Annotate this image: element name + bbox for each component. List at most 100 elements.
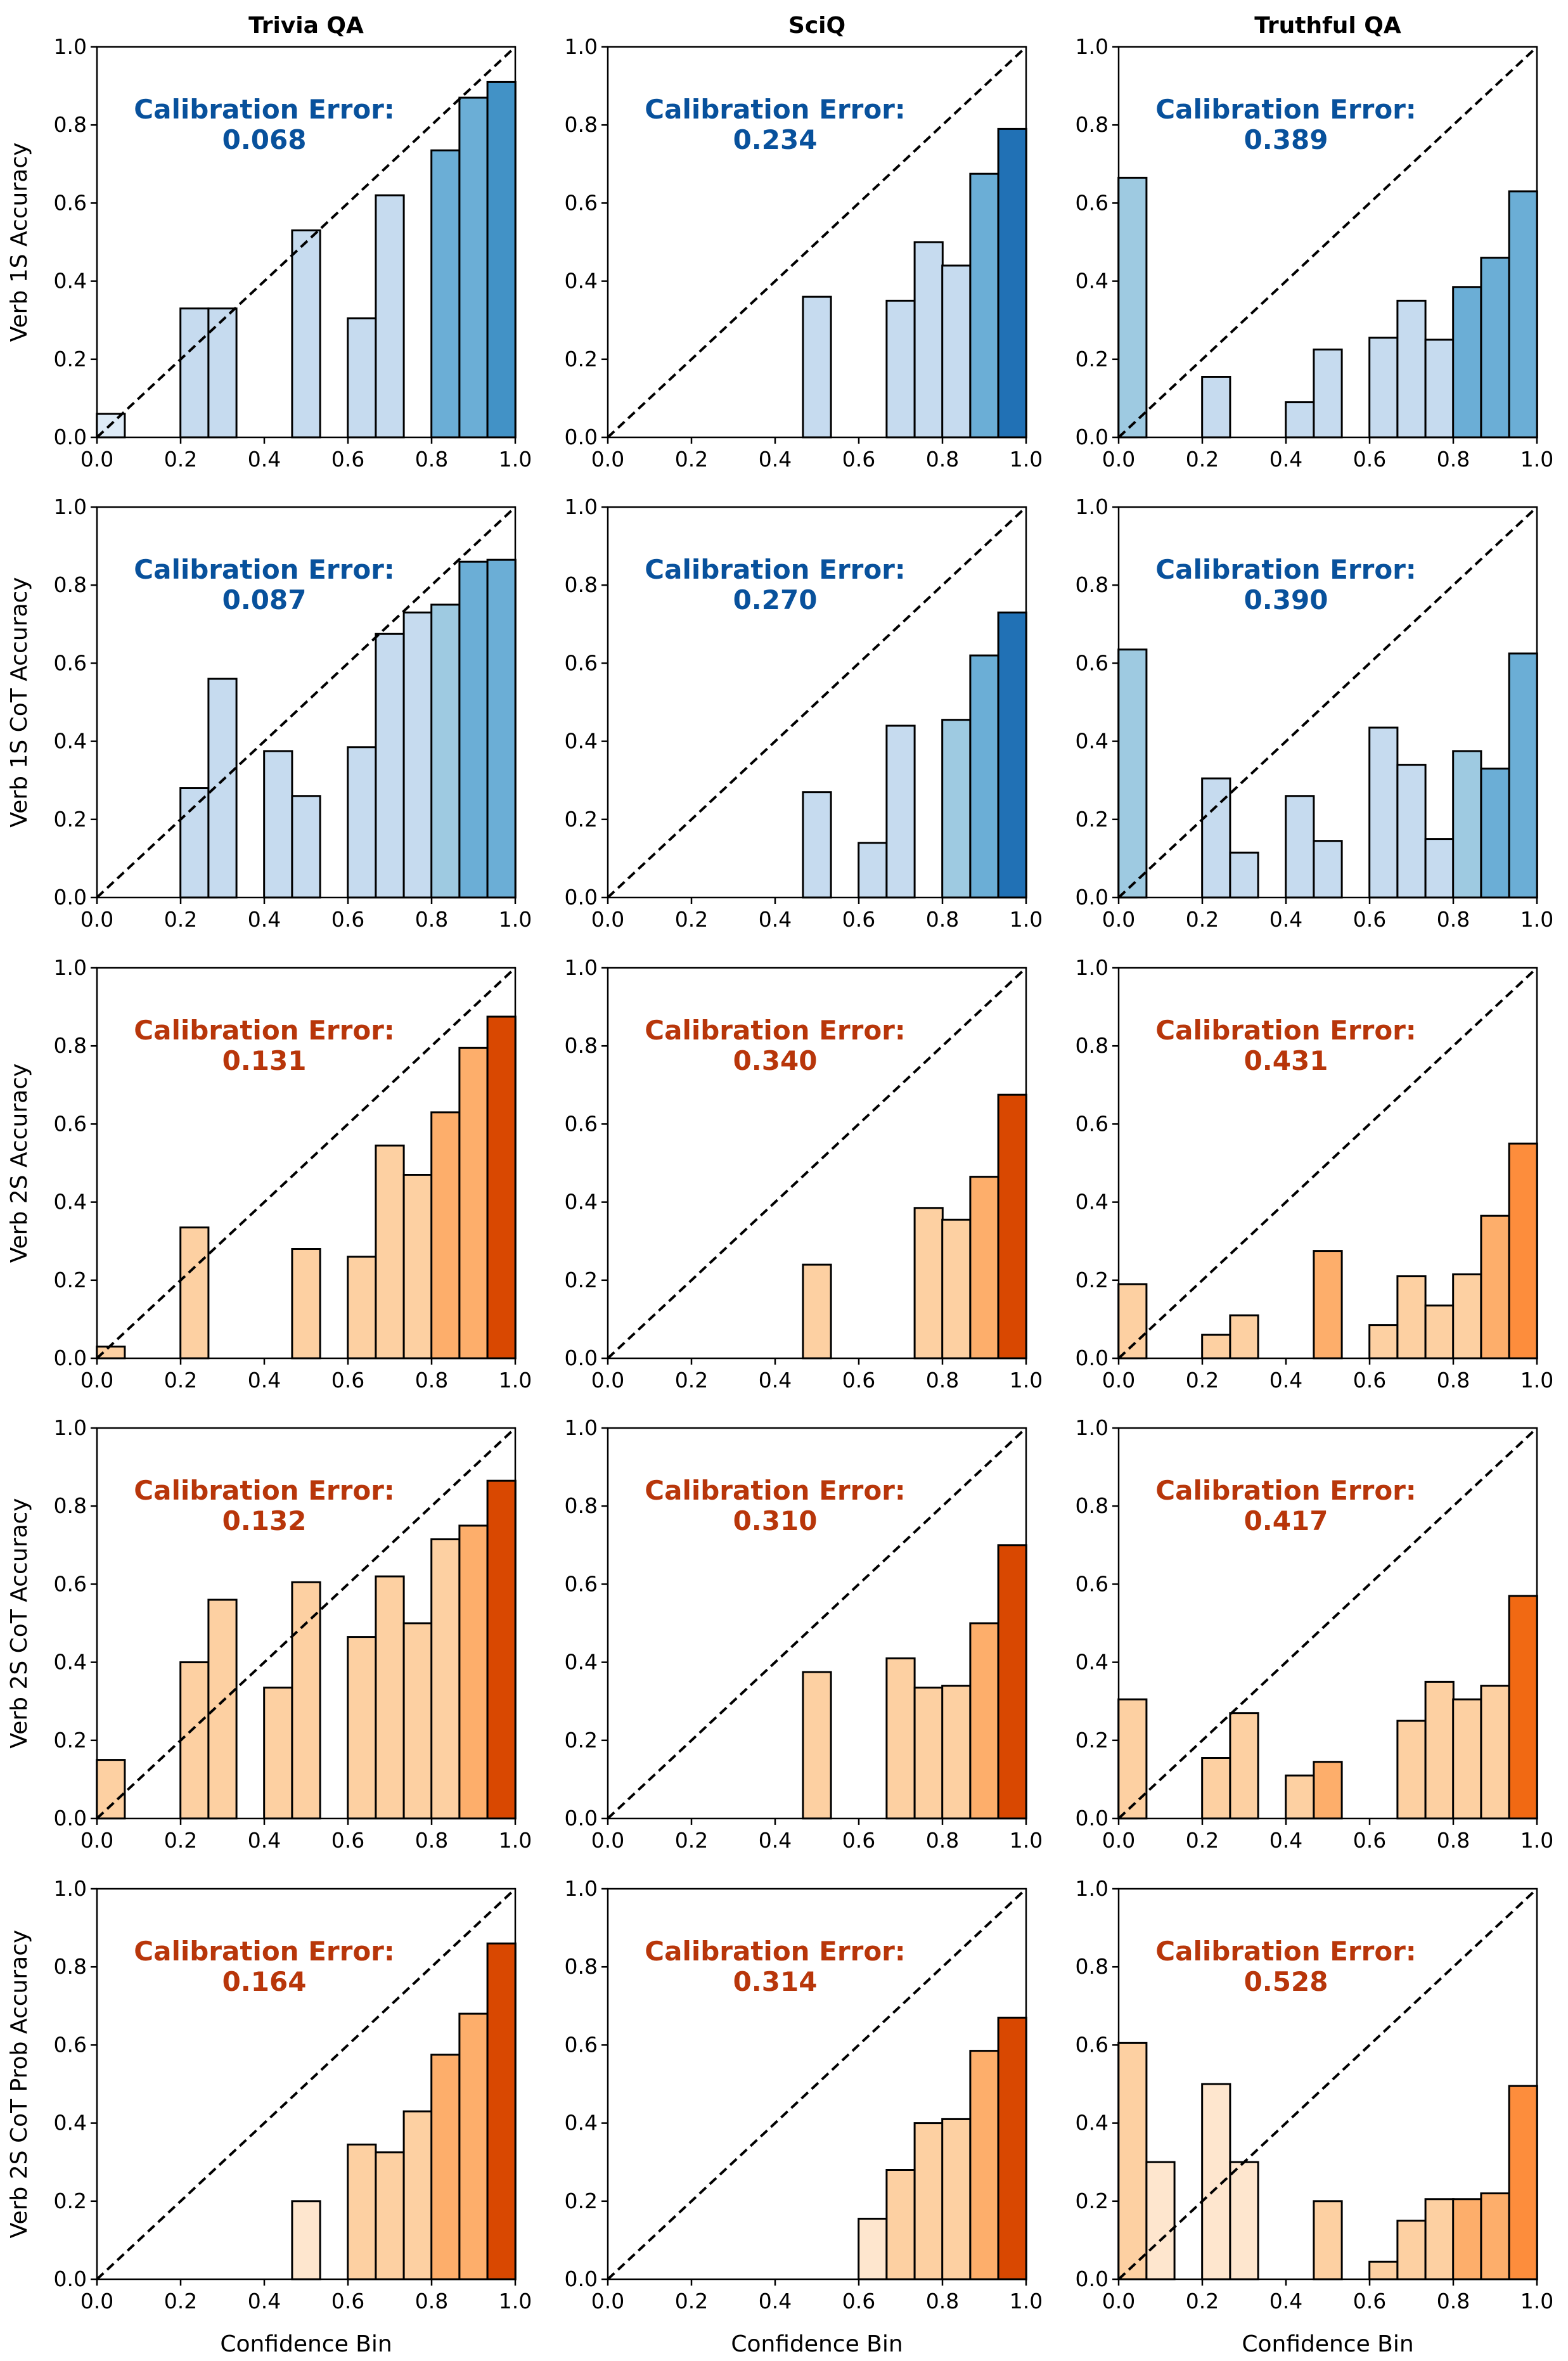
x-tick-label: 0.0 bbox=[591, 907, 624, 932]
x-tick-label: 1.0 bbox=[1010, 1828, 1043, 1853]
column-title-truthful-qa: Truthful QA bbox=[1254, 13, 1401, 39]
y-tick-label: 0.2 bbox=[565, 2189, 598, 2213]
row-label-verb-2s: Verb 2S Accuracy bbox=[6, 1064, 32, 1263]
row-label-verb-2s-cot-prob: Verb 2S CoT Prob Accuracy bbox=[6, 1930, 32, 2239]
x-tick-label: 0.4 bbox=[248, 1368, 281, 1393]
x-tick-label: 0.6 bbox=[1353, 1368, 1386, 1393]
calibration-error-value: 0.417 bbox=[1244, 1505, 1328, 1536]
panel-trivia-qa-verb-2s-accuracy: 0.00.0 0.2 0.2 0.4 0.4 0.6 0.6 0.8 0.8 1.0 1.0 Cali… bbox=[54, 955, 532, 1393]
bar-bin-3 bbox=[941, 2118, 972, 2281]
bar-bin-4 bbox=[1368, 1324, 1399, 1360]
x-tick-label: 1.0 bbox=[499, 1368, 532, 1393]
bar-bin-6 bbox=[402, 611, 433, 899]
calibration-error-value: 0.068 bbox=[222, 124, 307, 155]
y-tick-label: 0.4 bbox=[565, 269, 598, 293]
diagonal-line bbox=[607, 1888, 1027, 2281]
calibration-error-value: 0.314 bbox=[733, 1966, 818, 1997]
x-tick-label: 0.8 bbox=[415, 2289, 448, 2313]
panel-truthful-qa-verb-1s-accuracy: 0.00.0 0.2 0.2 0.4 0.4 0.6 0.6 0.8 0.8 1.0 1.0 Cali… bbox=[1076, 34, 1554, 472]
bar-bin-6 bbox=[1424, 1680, 1455, 1820]
bar-bin-3 bbox=[263, 1687, 293, 1820]
y-tick-label: 0.2 bbox=[565, 807, 598, 832]
y-tick-label: 0.4 bbox=[565, 1650, 598, 1675]
bar-bin-2 bbox=[375, 2151, 405, 2281]
axes-frame bbox=[607, 1888, 1027, 2281]
x-tick-label: 0.2 bbox=[164, 1828, 197, 1853]
bar-bin-6 bbox=[375, 1575, 405, 1820]
bar-bin-5 bbox=[1396, 1720, 1427, 1820]
bar-bin-0 bbox=[1117, 1283, 1148, 1360]
y-tick-label: 1.0 bbox=[1076, 34, 1109, 59]
bar-bin-5 bbox=[375, 194, 405, 439]
panel-trivia-qa-verb-2s-cot-prob-accuracy: 0.00.0 0.2 0.2 0.4 0.4 0.6 0.6 0.8 0.8 1.0 1.0 Cali… bbox=[54, 1876, 532, 2313]
axes-frame bbox=[607, 967, 1027, 1360]
panel-trivia-qa-verb-1s-cot-accuracy: 0.00.0 0.2 0.2 0.4 0.4 0.6 0.6 0.8 0.8 1.0 1.0 Cali… bbox=[54, 494, 532, 932]
bar-bin-5 bbox=[997, 611, 1027, 899]
bar-bin-4 bbox=[1313, 1761, 1343, 1820]
axes-frame bbox=[607, 46, 1027, 439]
x-tick-label: 0.8 bbox=[926, 2289, 959, 2313]
y-tick-label: 0.8 bbox=[565, 1493, 598, 1518]
x-tick-label: 0.4 bbox=[759, 1828, 792, 1853]
x-tick-label: 0.4 bbox=[1269, 907, 1302, 932]
x-tick-label: 0.4 bbox=[1269, 1828, 1302, 1853]
x-tick-label: 1.0 bbox=[1010, 2289, 1043, 2313]
x-tick-label: 0.8 bbox=[1437, 1828, 1470, 1853]
calibration-error-label: Calibration Error: bbox=[1155, 1936, 1416, 1967]
x-tick-label: 1.0 bbox=[1520, 1828, 1553, 1853]
x-tick-label: 0.6 bbox=[331, 1828, 364, 1853]
bar-bin-2 bbox=[913, 2122, 944, 2281]
y-tick-label: 0.6 bbox=[1076, 1571, 1109, 1596]
diagonal-line bbox=[96, 967, 517, 1360]
bar-bin-4 bbox=[1313, 2200, 1343, 2281]
row-label-verb-2s-cot: Verb 2S CoT Accuracy bbox=[6, 1498, 32, 1748]
bar-bin-8 bbox=[1480, 1214, 1510, 1360]
diagonal-line bbox=[607, 967, 1027, 1360]
y-tick-label: 0.6 bbox=[565, 650, 598, 675]
calibration-error-value: 0.270 bbox=[733, 584, 818, 615]
bar-bin-2 bbox=[913, 241, 944, 439]
x-tick-label: 0.2 bbox=[675, 1368, 708, 1393]
bar-bin-3 bbox=[941, 719, 972, 899]
y-tick-label: 0.8 bbox=[54, 112, 87, 137]
calibration-error-value: 0.340 bbox=[733, 1045, 818, 1076]
bar-bin-6 bbox=[1424, 1304, 1455, 1360]
y-tick-label: 0.6 bbox=[54, 650, 87, 675]
y-tick-label: 0.6 bbox=[54, 2032, 87, 2057]
bar-bin-7 bbox=[430, 603, 461, 899]
y-tick-label: 0.0 bbox=[565, 425, 598, 449]
bar-bin-2 bbox=[941, 1218, 972, 1360]
axes-frame bbox=[96, 506, 517, 899]
y-tick-label: 0.2 bbox=[54, 347, 87, 371]
x-tick-label: 0.0 bbox=[1102, 447, 1135, 472]
calibration-error-value: 0.390 bbox=[1244, 584, 1328, 615]
y-tick-label: 0.4 bbox=[565, 2111, 598, 2135]
y-tick-label: 0.0 bbox=[54, 1346, 87, 1370]
bar-bin-3 bbox=[941, 1685, 972, 1820]
y-tick-label: 0.4 bbox=[54, 1650, 87, 1675]
x-tick-label: 0.0 bbox=[80, 1828, 113, 1853]
bar-bin-1 bbox=[885, 2169, 916, 2281]
x-tick-label: 0.6 bbox=[331, 1368, 364, 1393]
calibration-error-value: 0.132 bbox=[222, 1505, 307, 1536]
bar-bin-5 bbox=[1396, 1275, 1427, 1360]
bar-bin-9 bbox=[458, 1524, 489, 1820]
diagonal-line bbox=[96, 46, 517, 439]
figure-labels: Trivia QA SciQ Truthful QA Verb 1S Accur… bbox=[6, 13, 1414, 2357]
bar-bin-5 bbox=[402, 1174, 433, 1360]
bar-bin-7 bbox=[458, 96, 489, 439]
bar-bin-3 bbox=[291, 229, 321, 439]
y-tick-label: 0.8 bbox=[54, 572, 87, 597]
y-tick-label: 0.4 bbox=[1076, 1650, 1109, 1675]
x-tick-label: 0.2 bbox=[675, 2289, 708, 2313]
x-tick-label: 0.0 bbox=[80, 2289, 113, 2313]
bar-bin-9 bbox=[1480, 2192, 1510, 2281]
x-tick-label: 0.2 bbox=[164, 447, 197, 472]
calibration-error-value: 0.431 bbox=[1244, 1045, 1328, 1076]
calibration-error-label: Calibration Error: bbox=[134, 554, 394, 585]
bar-bin-2 bbox=[885, 724, 916, 899]
calibration-error-label: Calibration Error: bbox=[1155, 554, 1416, 585]
bar-bin-8 bbox=[458, 560, 489, 899]
x-tick-label: 0.0 bbox=[80, 447, 113, 472]
bar-bin-8 bbox=[486, 80, 517, 439]
